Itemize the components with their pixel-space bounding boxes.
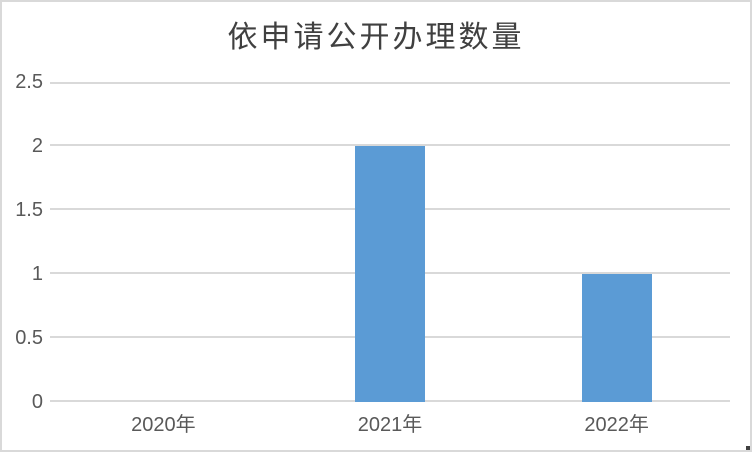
x-axis-tick-label: 2022年 — [584, 414, 649, 436]
y-axis: 0 0.5 1 1.5 2 2.5 — [2, 71, 43, 413]
plot-area — [50, 82, 730, 402]
y-axis-tick-label: 2.5 — [15, 71, 43, 93]
gridline — [50, 144, 730, 146]
y-axis-tick-label: 1.5 — [15, 199, 43, 221]
y-axis-tick-label: 0.5 — [15, 327, 43, 349]
chart-title: 依申请公开办理数量 — [227, 21, 525, 54]
bar-2022 — [581, 274, 652, 402]
x-axis: 2020年 2021年 2022年 — [50, 412, 730, 442]
x-axis-tick-label: 2021年 — [357, 414, 423, 436]
bar-2021 — [355, 146, 425, 402]
y-axis-tick-label: 1 — [31, 263, 43, 285]
bottom-right-corner-mark — [746, 446, 750, 450]
y-axis-tick-label: 0 — [31, 391, 43, 413]
y-axis-tick-label: 2 — [31, 135, 43, 157]
gridline — [50, 82, 730, 84]
x-axis-tick-label: 2020年 — [131, 414, 196, 436]
